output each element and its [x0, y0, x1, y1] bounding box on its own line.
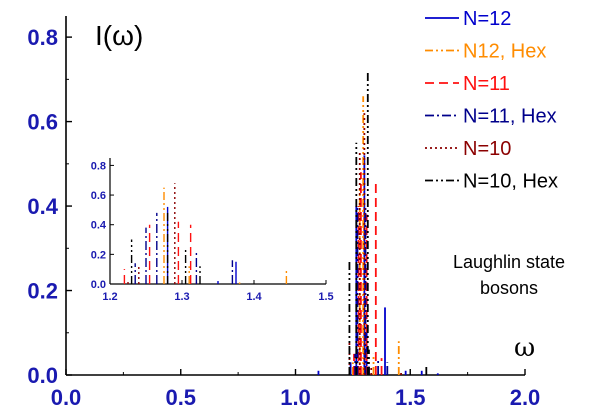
y-tick-label: 0.0: [27, 363, 58, 388]
y-tick-label: 0.8: [27, 25, 58, 50]
x-tick-label: 0.5: [165, 385, 196, 410]
legend-entry: N=12: [463, 8, 511, 30]
y-tick-label: 0.6: [27, 110, 58, 135]
x-tick-label: 1.0: [280, 385, 311, 410]
annotation-line-2: bosons: [480, 278, 538, 298]
inset-y-tick-label: 0.0: [91, 279, 106, 291]
inset-y-tick-label: 0.4: [91, 220, 107, 232]
x-axis-label: ω: [514, 333, 535, 363]
legend-entry: N=11, Hex: [463, 106, 557, 128]
inset-y-tick-label: 0.6: [91, 190, 106, 202]
inset-x-tick-label: 1.4: [246, 291, 262, 303]
main-bars: [317, 70, 439, 375]
legend: N=12 N12, Hex N=11 N=11, Hex N=10 N=10, Hex: [425, 8, 558, 193]
inset-x-tick-label: 1.3: [174, 291, 189, 303]
inset-y-tick-label: 0.2: [91, 249, 106, 261]
y-tick-label: 0.4: [27, 194, 58, 219]
main-ticks: 0.0 0.5 1.0 1.5 2.0 0.0 0.2 0.4 0.6 0.8: [27, 25, 540, 410]
x-tick-label: 2.0: [510, 385, 541, 410]
y-tick-label: 0.2: [27, 279, 58, 304]
annotation-line-1: Laughlin state: [453, 252, 565, 272]
x-tick-label: 0.0: [51, 385, 82, 410]
legend-entry: N=10: [463, 138, 511, 160]
inset-plot: 1.2 1.3 1.4 1.5 0.0 0.2 0.4 0.6 0.8: [91, 158, 334, 303]
x-tick-label: 1.5: [395, 385, 426, 410]
y-axis-label: I(ω): [95, 20, 143, 51]
inset-x-tick-label: 1.5: [318, 291, 333, 303]
legend-entry: N12, Hex: [463, 41, 546, 63]
legend-entry: N=11: [463, 73, 510, 95]
inset-x-tick-label: 1.2: [102, 291, 117, 303]
legend-entry: N=10, Hex: [463, 171, 558, 193]
inset-y-tick-label: 0.8: [91, 160, 106, 172]
main-axes: [65, 16, 525, 376]
